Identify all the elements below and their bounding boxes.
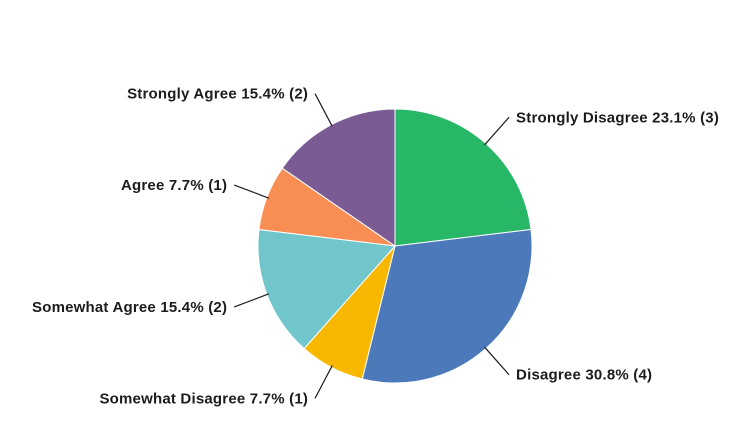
leader-line-somewhat-disagree [314, 365, 333, 399]
slice-label-disagree: Disagree 30.8% (4) [516, 367, 652, 384]
pie-labels: Strongly Disagree 23.1% (3) Disagree 30.8… [32, 86, 719, 408]
leader-line-strongly-agree [314, 93, 333, 127]
leader-line-somewhat-agree [233, 293, 269, 308]
leader-line-agree [233, 184, 269, 199]
slice-label-strongly-disagree: Strongly Disagree 23.1% (3) [516, 109, 719, 126]
leader-line-disagree [484, 346, 510, 376]
pie-slice-strongly-disagree[interactable] [394, 108, 532, 247]
pie-slices [257, 108, 533, 384]
slice-label-strongly-agree: Strongly Agree 15.4% (2) [127, 86, 308, 103]
leader-line-strongly-disagree [484, 116, 510, 146]
slice-label-agree: Agree 7.7% (1) [121, 177, 227, 194]
slice-label-somewhat-disagree: Somewhat Disagree 7.7% (1) [99, 390, 308, 407]
slice-label-somewhat-agree: Somewhat Agree 15.4% (2) [32, 299, 227, 316]
